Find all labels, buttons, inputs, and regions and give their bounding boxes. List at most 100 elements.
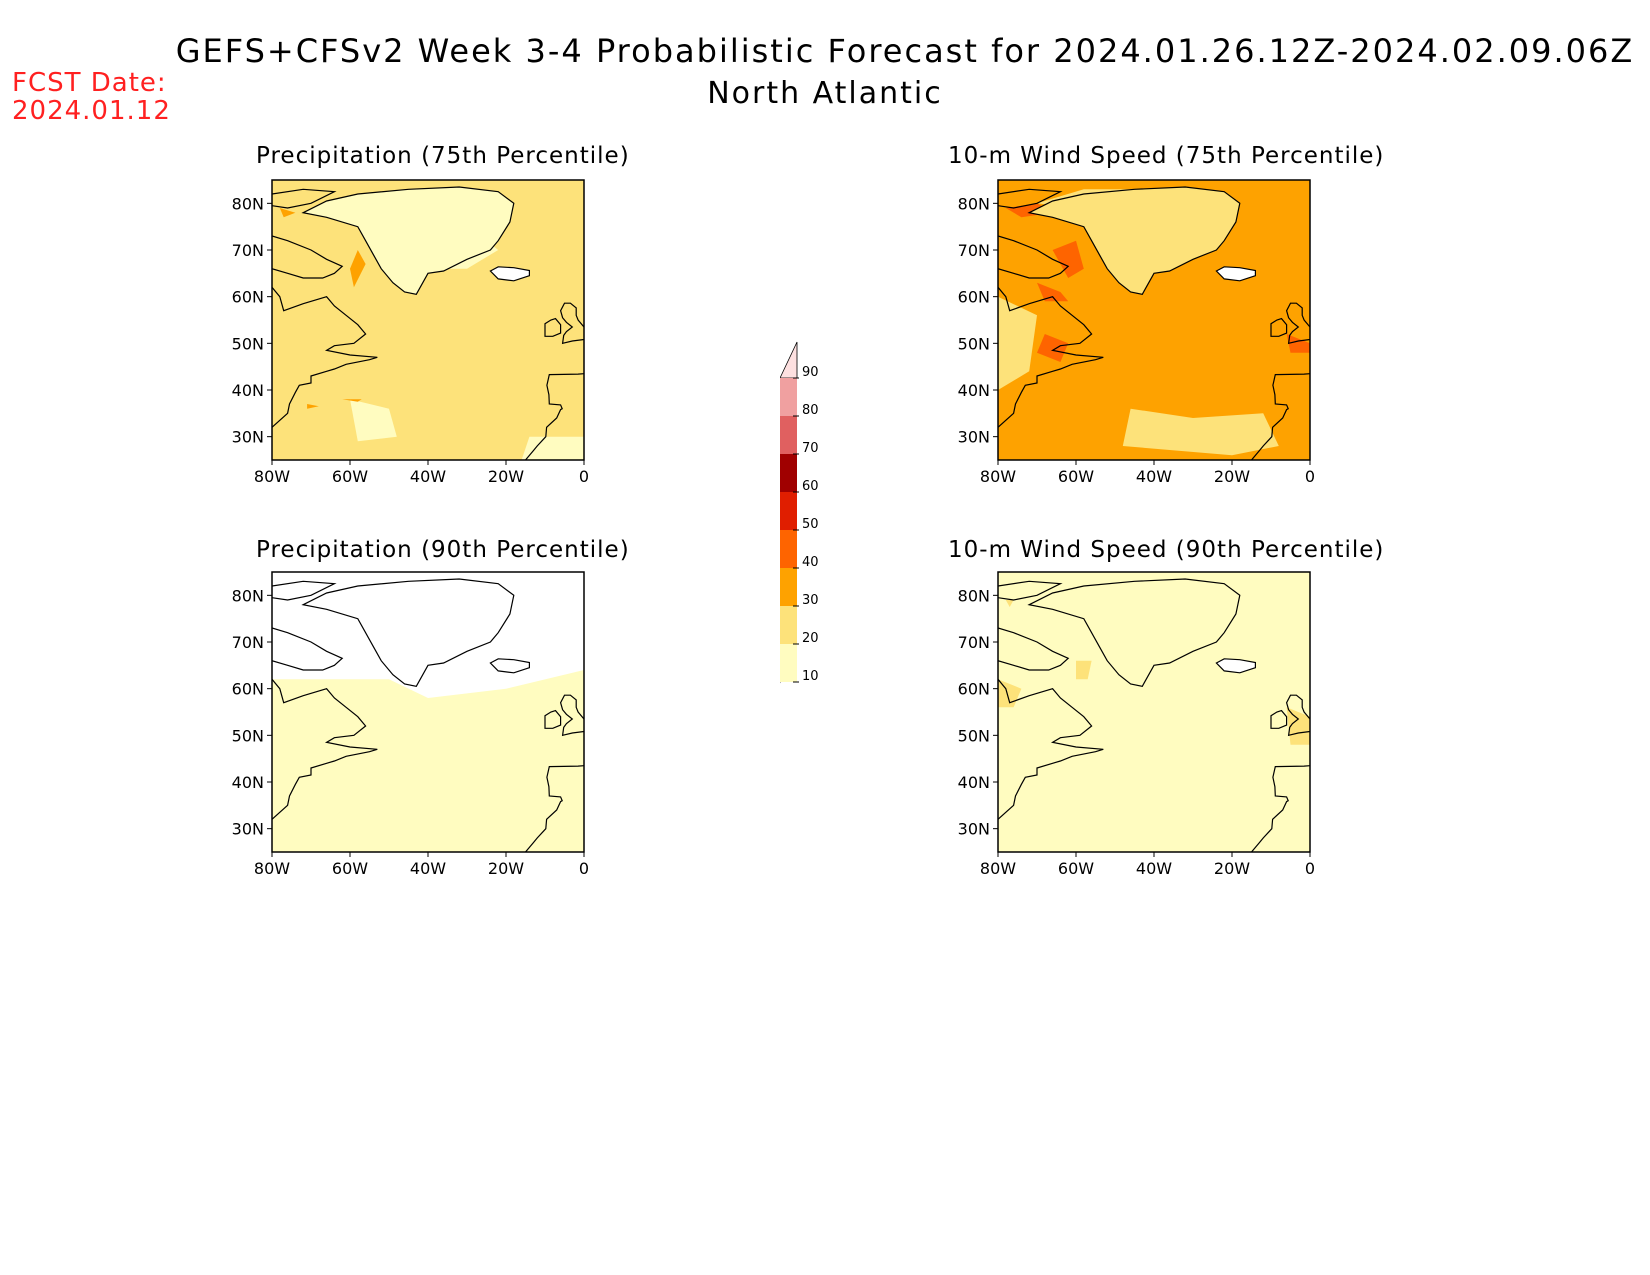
colorbar-label: 50 xyxy=(802,517,819,532)
lat-tick-label: 50N xyxy=(958,726,990,745)
shaded-region-light xyxy=(1122,408,1279,456)
lat-tick-label: 40N xyxy=(232,773,264,792)
lat-tick-label: 50N xyxy=(232,726,264,745)
shaded-region-hot xyxy=(1037,282,1069,302)
colorbar-segment xyxy=(780,416,797,454)
lon-tick-label: 40W xyxy=(1136,467,1172,486)
colorbar-label: 40 xyxy=(802,555,819,570)
shaded-region-hot xyxy=(1005,600,1014,607)
lon-tick-label: 60W xyxy=(332,859,368,878)
lat-tick-label: 40N xyxy=(232,381,264,400)
colorbar-segment xyxy=(780,378,797,416)
lon-tick-label: 60W xyxy=(1058,859,1094,878)
lat-tick-label: 60N xyxy=(958,288,990,307)
lon-tick-label: 80W xyxy=(254,859,290,878)
north-america-coastline xyxy=(998,286,1104,428)
north-america-coastline xyxy=(272,286,378,428)
lat-tick-label: 60N xyxy=(232,288,264,307)
lat-tick-label: 80N xyxy=(232,586,264,605)
lat-tick-label: 50N xyxy=(232,334,264,353)
lat-tick-label: 30N xyxy=(958,820,990,839)
colorbar-segment xyxy=(780,530,797,568)
lat-tick-label: 70N xyxy=(232,241,264,260)
lon-tick-label: 80W xyxy=(980,467,1016,486)
colorbar-top-arrow xyxy=(779,341,798,379)
shaded-region-hot xyxy=(1286,334,1310,353)
colorbar-label: 60 xyxy=(802,479,819,494)
forecast-date-value: 2024.01.12 xyxy=(12,96,171,126)
lon-tick-label: 80W xyxy=(980,859,1016,878)
panel-title-wind-90: 10-m Wind Speed (90th Percentile) xyxy=(948,537,1385,563)
baffin-coastline xyxy=(272,235,344,279)
shaded-region-light xyxy=(350,399,397,442)
colorbar-segment xyxy=(780,568,797,606)
colorbar-label: 70 xyxy=(802,441,819,456)
lon-tick-label: 40W xyxy=(1136,859,1172,878)
colorbar-legend: 10 20 30 40 50 60 70 80 90 xyxy=(773,330,840,719)
shaded-region-hot xyxy=(1286,707,1310,745)
map-panel-wind-75: 80N 70N 60N 50N 40N 30N 80W 60W 40W 20W 0 xyxy=(946,170,1326,494)
region-title: North Atlantic xyxy=(707,76,943,111)
lat-tick-label: 30N xyxy=(232,820,264,839)
ireland-coastline xyxy=(1270,317,1288,337)
colorbar-segment xyxy=(780,492,797,530)
map-panel-wind-90: 80N 70N 60N 50N 40N 30N 80W 60W 40W 20W 0 xyxy=(946,562,1326,886)
shaded-region-light xyxy=(1154,805,1217,820)
colorbar-segment xyxy=(780,644,797,682)
forecast-date-label: FCST Date: xyxy=(12,68,167,98)
lat-tick-label: 60N xyxy=(958,680,990,699)
panel-title-wind-75: 10-m Wind Speed (75th Percentile) xyxy=(948,143,1385,169)
lon-tick-label: 20W xyxy=(488,467,524,486)
colorbar-label: 10 xyxy=(802,669,819,684)
iberia-africa-coastline xyxy=(525,373,584,460)
baffin-coastline xyxy=(998,235,1070,279)
colorbar-label: 30 xyxy=(802,593,819,608)
shaded-region-hot xyxy=(1037,334,1069,362)
lat-tick-label: 70N xyxy=(232,633,264,652)
lon-tick-label: 60W xyxy=(332,467,368,486)
ellesmere-coastline xyxy=(272,580,337,601)
shaded-region-hot xyxy=(342,399,362,402)
britain-coastline xyxy=(559,694,584,737)
lat-tick-label: 30N xyxy=(232,428,264,447)
greenland-coastline xyxy=(301,578,515,687)
shaded-region-hot xyxy=(350,250,366,288)
iceland-coastline xyxy=(489,658,530,674)
iberia-africa-coastline xyxy=(1251,373,1310,460)
shaded-region-light xyxy=(998,296,1037,390)
iceland-coastline xyxy=(1215,266,1256,282)
iceland-coastline xyxy=(1215,658,1256,674)
lon-tick-label: 0 xyxy=(1305,859,1315,878)
lon-tick-label: 60W xyxy=(1058,467,1094,486)
map-panel-precip-75: 80N 70N 60N 50N 40N 30N 80W 60W 40W 20W 0 xyxy=(220,170,600,494)
ellesmere-coastline xyxy=(998,580,1063,601)
panel-title-precip-90: Precipitation (90th Percentile) xyxy=(256,537,630,563)
lon-tick-label: 0 xyxy=(1305,467,1315,486)
lat-tick-label: 40N xyxy=(958,773,990,792)
britain-coastline xyxy=(1285,694,1310,737)
lon-tick-label: 80W xyxy=(254,467,290,486)
colorbar-label: 80 xyxy=(802,403,819,418)
lon-tick-label: 40W xyxy=(410,467,446,486)
lon-tick-label: 0 xyxy=(579,467,589,486)
greenland-coastline xyxy=(1027,186,1241,295)
lat-tick-label: 60N xyxy=(232,680,264,699)
shaded-region-hot xyxy=(279,208,296,218)
main-title: GEFS+CFSv2 Week 3-4 Probabilistic Foreca… xyxy=(175,32,1635,70)
britain-coastline xyxy=(559,302,584,345)
britain-coastline xyxy=(1285,302,1310,345)
lon-tick-label: 20W xyxy=(488,859,524,878)
north-america-coastline xyxy=(998,678,1104,820)
baffin-coastline xyxy=(998,627,1070,671)
lat-tick-label: 80N xyxy=(232,194,264,213)
iberia-africa-coastline xyxy=(1251,765,1310,852)
panel-title-precip-75: Precipitation (75th Percentile) xyxy=(256,143,630,169)
lat-tick-label: 80N xyxy=(958,586,990,605)
shaded-region xyxy=(272,180,584,460)
colorbar-label: 20 xyxy=(802,631,819,646)
shaded-region-light xyxy=(467,772,522,838)
ellesmere-coastline xyxy=(272,188,337,209)
lat-tick-label: 70N xyxy=(958,241,990,260)
iberia-africa-coastline xyxy=(525,765,584,852)
lon-tick-label: 40W xyxy=(410,859,446,878)
